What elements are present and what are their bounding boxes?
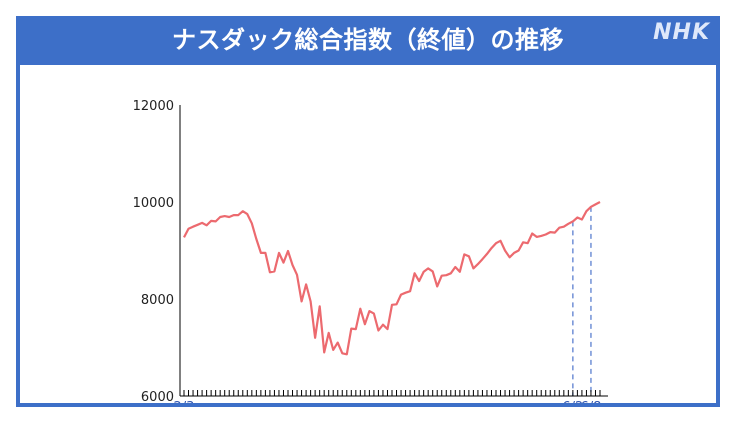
y-tick-label: 8000 (141, 293, 174, 308)
y-axis-labels: 6000 8000 10000 12000 (133, 99, 174, 405)
y-tick-label: 6000 (141, 390, 174, 403)
reference-lines (572, 206, 592, 396)
chart-title: ナスダック総合指数（終値）の推移 (172, 26, 564, 54)
series-line (183, 201, 601, 356)
chart-frame: ナスダック総合指数（終値）の推移 NHK 6000 8000 10000 12000 … (16, 16, 720, 415)
x-tick-label: 2/3 (174, 400, 195, 403)
axes (179, 105, 608, 397)
y-tick-label: 12000 (133, 99, 174, 114)
x-tick-label: 6/8 (580, 400, 601, 403)
chart-header: ナスダック総合指数（終値）の推移 NHK (16, 16, 720, 65)
nhk-logo: NHK (653, 20, 710, 45)
x-axis-labels: 2/36/26/8 (174, 400, 602, 415)
x-axis-ticks (183, 390, 601, 396)
plot-area: 6000 8000 10000 12000 2/36/26/8 (20, 65, 716, 415)
line-chart: 6000 8000 10000 12000 2/36/26/8 (133, 99, 608, 415)
y-tick-label: 10000 (133, 196, 174, 211)
series-group (183, 201, 601, 356)
